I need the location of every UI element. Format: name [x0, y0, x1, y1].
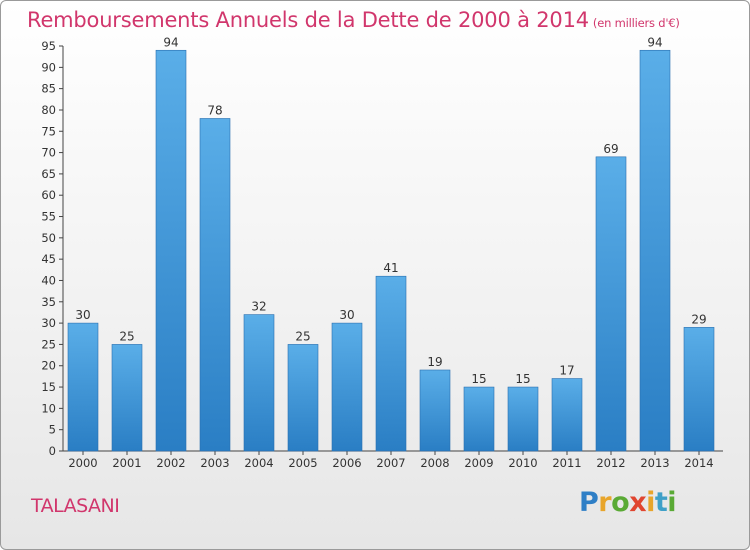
- place-name: TALASANI: [31, 495, 120, 517]
- data-label: 15: [471, 372, 486, 386]
- bar: [199, 118, 231, 452]
- bar: [375, 275, 407, 452]
- bar: [331, 322, 363, 452]
- y-tick-label: 5: [49, 423, 56, 437]
- data-label: 41: [383, 261, 398, 275]
- x-tick-label: 2002: [156, 456, 185, 470]
- y-tick-label: 85: [41, 82, 56, 96]
- logo-letter: o: [611, 487, 630, 518]
- y-tick-label: 10: [41, 401, 56, 415]
- bar: [243, 314, 275, 452]
- x-tick-label: 2007: [376, 456, 405, 470]
- bar: [463, 386, 495, 452]
- chart-title: Remboursements Annuels de la Dette de 20…: [27, 8, 680, 32]
- unit-note: (en milliers d'€): [592, 16, 680, 30]
- data-label: 94: [163, 35, 178, 49]
- logo-letter: t: [654, 487, 668, 518]
- data-label: 29: [691, 312, 706, 326]
- x-tick-label: 2011: [552, 456, 581, 470]
- proxiti-logo: Proxiti: [579, 487, 677, 518]
- x-tick-label: 2008: [420, 456, 449, 470]
- y-tick-label: 60: [41, 188, 56, 202]
- x-tick-label: 2000: [68, 456, 97, 470]
- logo-letter: i: [667, 487, 677, 518]
- axes: 0 5 10 15 20 25 30 35 40 45 50 55 60 65 70 75 80 85 90 95 20…: [41, 39, 723, 470]
- title-text: Remboursements Annuels de la Dette de 20…: [27, 8, 589, 32]
- data-label: 69: [603, 142, 618, 156]
- data-label: 19: [427, 355, 442, 369]
- y-tick-label: 50: [41, 231, 56, 245]
- bars: [67, 49, 715, 452]
- y-tick-label: 25: [41, 337, 56, 351]
- y-tick-label: 20: [41, 359, 56, 373]
- y-tick-label: 35: [41, 295, 56, 309]
- x-tick-label: 2009: [464, 456, 493, 470]
- y-tick-label: 80: [41, 103, 56, 117]
- x-tick-label: 2005: [288, 456, 317, 470]
- logo-letter: P: [579, 487, 599, 518]
- y-tick-label: 45: [41, 252, 56, 266]
- y-tick-label: 30: [41, 316, 56, 330]
- data-label: 17: [559, 364, 574, 378]
- bar: [419, 369, 451, 452]
- x-tick-label: 2012: [596, 456, 625, 470]
- y-tick-label: 95: [41, 39, 56, 53]
- y-tick-label: 90: [41, 60, 56, 74]
- y-tick-label: 0: [49, 444, 56, 458]
- data-label: 32: [251, 300, 266, 314]
- x-tick-label: 2003: [200, 456, 229, 470]
- y-tick-label: 65: [41, 167, 56, 181]
- y-tick-label: 40: [41, 273, 56, 287]
- y-tick-label: 75: [41, 124, 56, 138]
- x-tick-label: 2001: [112, 456, 141, 470]
- y-tick-label: 15: [41, 380, 56, 394]
- data-labels: 30 25 94 78 32 25 30 41 19 15 15 17 69 94 29: [75, 35, 706, 386]
- data-label: 30: [75, 308, 90, 322]
- x-tick-label: 2010: [508, 456, 537, 470]
- bar: [639, 49, 671, 452]
- data-label: 25: [119, 329, 134, 343]
- logo-letter: r: [598, 487, 612, 518]
- x-tick-label: 2004: [244, 456, 273, 470]
- data-label: 30: [339, 308, 354, 322]
- x-tick-label: 2006: [332, 456, 361, 470]
- bar: [507, 386, 539, 452]
- bar: [595, 156, 627, 452]
- data-label: 94: [647, 35, 662, 49]
- x-tick-label: 2014: [684, 456, 713, 470]
- bar: [287, 344, 319, 452]
- bar: [551, 378, 583, 452]
- data-label: 25: [295, 329, 310, 343]
- logo-letter: i: [646, 487, 655, 518]
- data-label: 78: [207, 103, 222, 117]
- x-tick-label: 2013: [640, 456, 669, 470]
- bar: [683, 327, 715, 452]
- y-tick-label: 55: [41, 210, 56, 224]
- data-label: 15: [515, 372, 530, 386]
- bar: [111, 344, 143, 452]
- bar: [67, 322, 99, 452]
- y-tick-label: 70: [41, 146, 56, 160]
- bar: [155, 49, 187, 452]
- logo-letter: x: [629, 487, 647, 518]
